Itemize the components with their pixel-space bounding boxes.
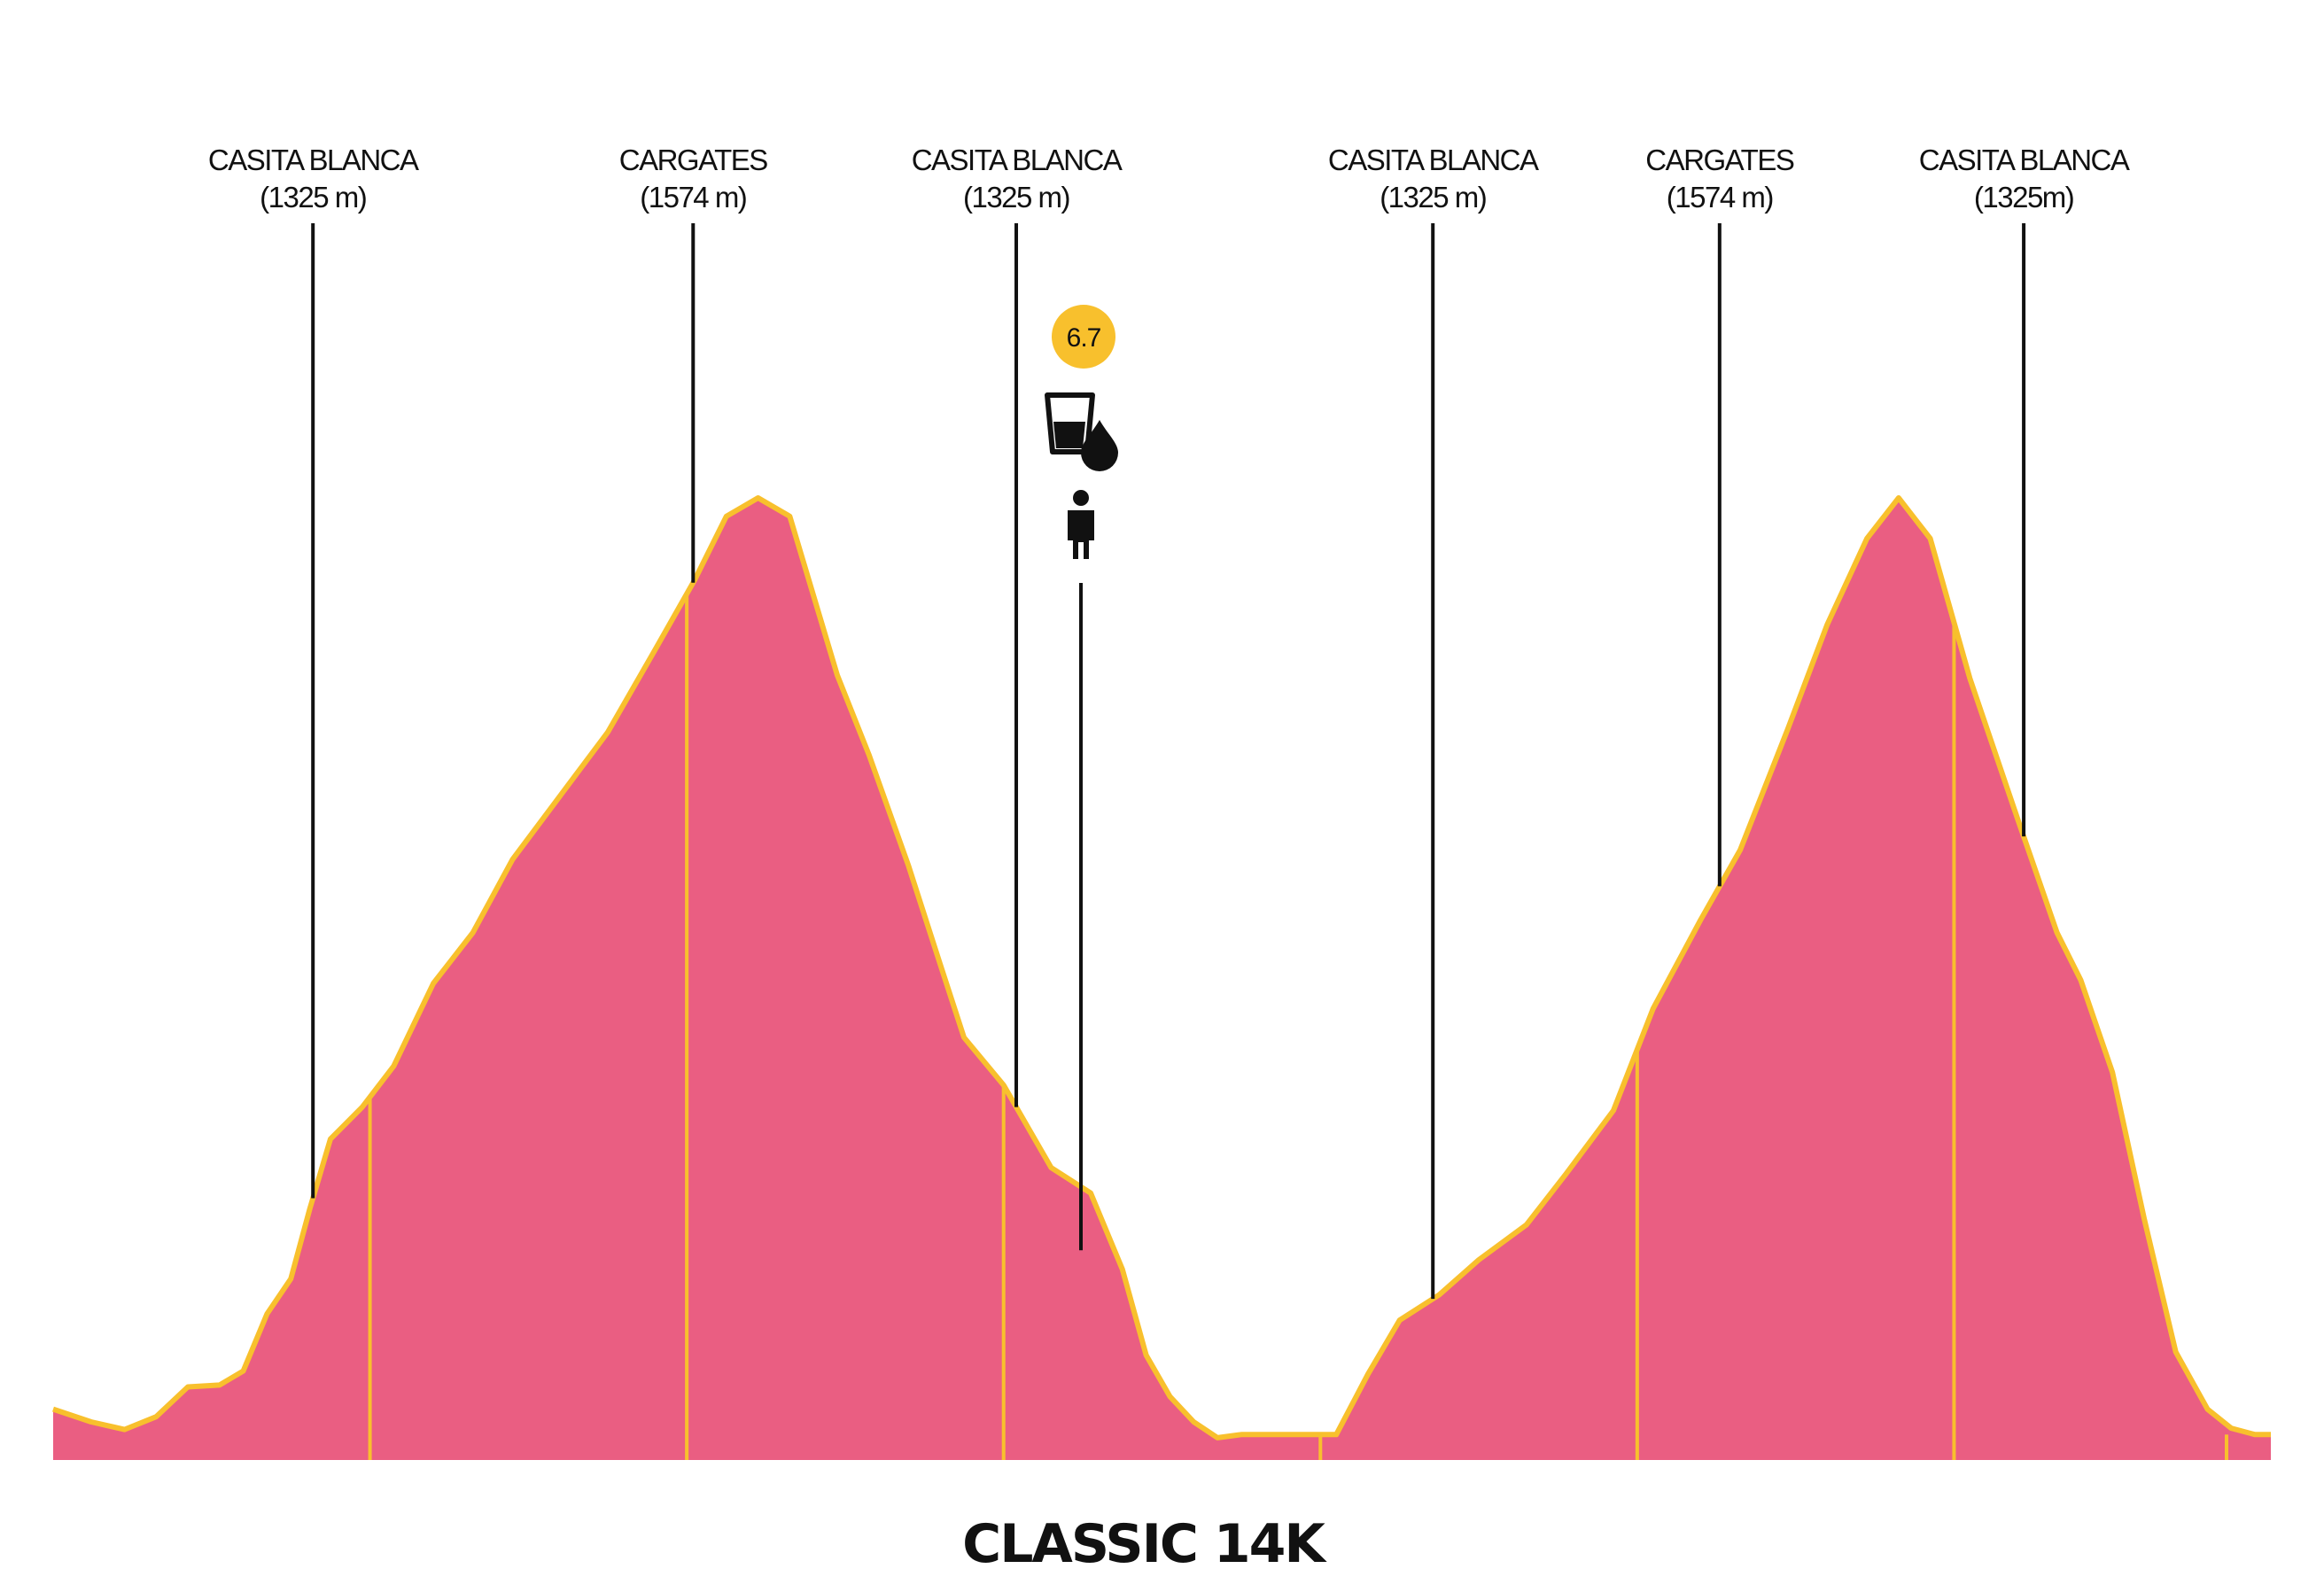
waypoint: CASITA BLANCA (1325 m) xyxy=(208,144,421,1199)
waypoint-name: CASITA BLANCA xyxy=(1328,144,1539,176)
waypoint-elevation: (1325m) xyxy=(1974,181,2073,214)
km-marker-layer xyxy=(368,594,2228,1460)
waypoint-name: CARGATES xyxy=(619,144,768,176)
waypoint-name: CASITA BLANCA xyxy=(208,144,419,176)
elevation-area xyxy=(53,498,2271,1460)
chart-title: CLASSIC 14K xyxy=(962,1513,1327,1575)
waypoint-elevation: (1325 m) xyxy=(1380,181,1486,214)
waypoint-elevation: (1325 m) xyxy=(963,181,1069,214)
waypoint-elevation: (1325 m) xyxy=(260,181,366,214)
waypoint-name: CARGATES xyxy=(1645,144,1794,176)
profile-layer xyxy=(52,495,2271,1460)
person-icon xyxy=(1068,490,1094,559)
waypoint: CASITA BLANCA (1325m) xyxy=(1919,144,2131,837)
waypoint-layer: CASITA BLANCA (1325 m) CARGATES (1574 m) CAS… xyxy=(208,144,2131,1300)
aid-station: 6.7 xyxy=(1045,305,1118,1251)
waypoint: CARGATES (1574 m) xyxy=(619,144,769,583)
aid-station-badge xyxy=(1052,305,1115,369)
waypoint-elevation: (1574 m) xyxy=(640,181,746,214)
waypoint-name: CASITA BLANCA xyxy=(1919,144,2130,176)
waypoint-name: CASITA BLANCA xyxy=(912,144,1123,176)
waypoint: CASITA BLANCA (1325 m) xyxy=(912,144,1123,1107)
water-drop-icon xyxy=(1081,420,1118,471)
waypoint-elevation: (1574 m) xyxy=(1667,181,1773,214)
elevation-outline xyxy=(52,495,2271,1441)
aid-station-km-label: 6.7 xyxy=(1067,323,1101,353)
waypoint: CASITA BLANCA (1325 m) xyxy=(1328,144,1541,1300)
waypoint: CARGATES (1574 m) xyxy=(1645,144,1795,887)
